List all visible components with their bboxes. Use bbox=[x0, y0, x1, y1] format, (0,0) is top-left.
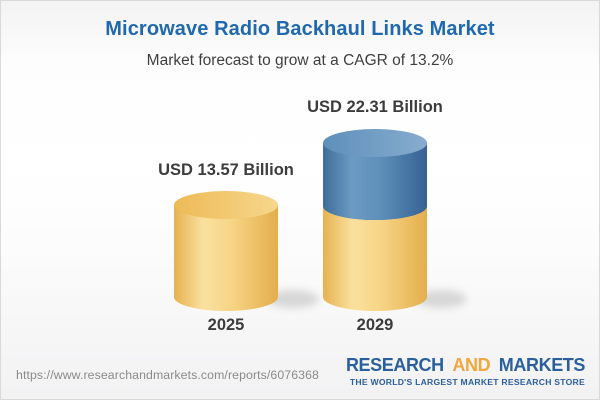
logo-tagline: THE WORLD'S LARGEST MARKET RESEARCH STOR… bbox=[349, 377, 585, 387]
value-label-2029: USD 22.31 Billion bbox=[307, 98, 443, 116]
logo-word-markets: MARKETS bbox=[498, 355, 586, 375]
logo-wordmark: RESEARCH AND MARKETS bbox=[346, 356, 585, 374]
logo-word-research: RESEARCH bbox=[345, 355, 444, 375]
category-label-2029: 2029 bbox=[356, 316, 394, 334]
logo-word-and: AND bbox=[452, 355, 491, 375]
page-subtitle: Market forecast to grow at a CAGR of 13.… bbox=[146, 52, 454, 69]
category-label-2025: 2025 bbox=[207, 316, 245, 334]
value-label-2025: USD 13.57 Billion bbox=[158, 161, 294, 179]
research-and-markets-logo: RESEARCH AND MARKETS THE WORLD'S LARGEST… bbox=[346, 356, 585, 387]
report-url: https://www.researchandmarkets.com/repor… bbox=[16, 368, 320, 382]
page-title: Microwave Radio Backhaul Links Market bbox=[105, 18, 495, 40]
